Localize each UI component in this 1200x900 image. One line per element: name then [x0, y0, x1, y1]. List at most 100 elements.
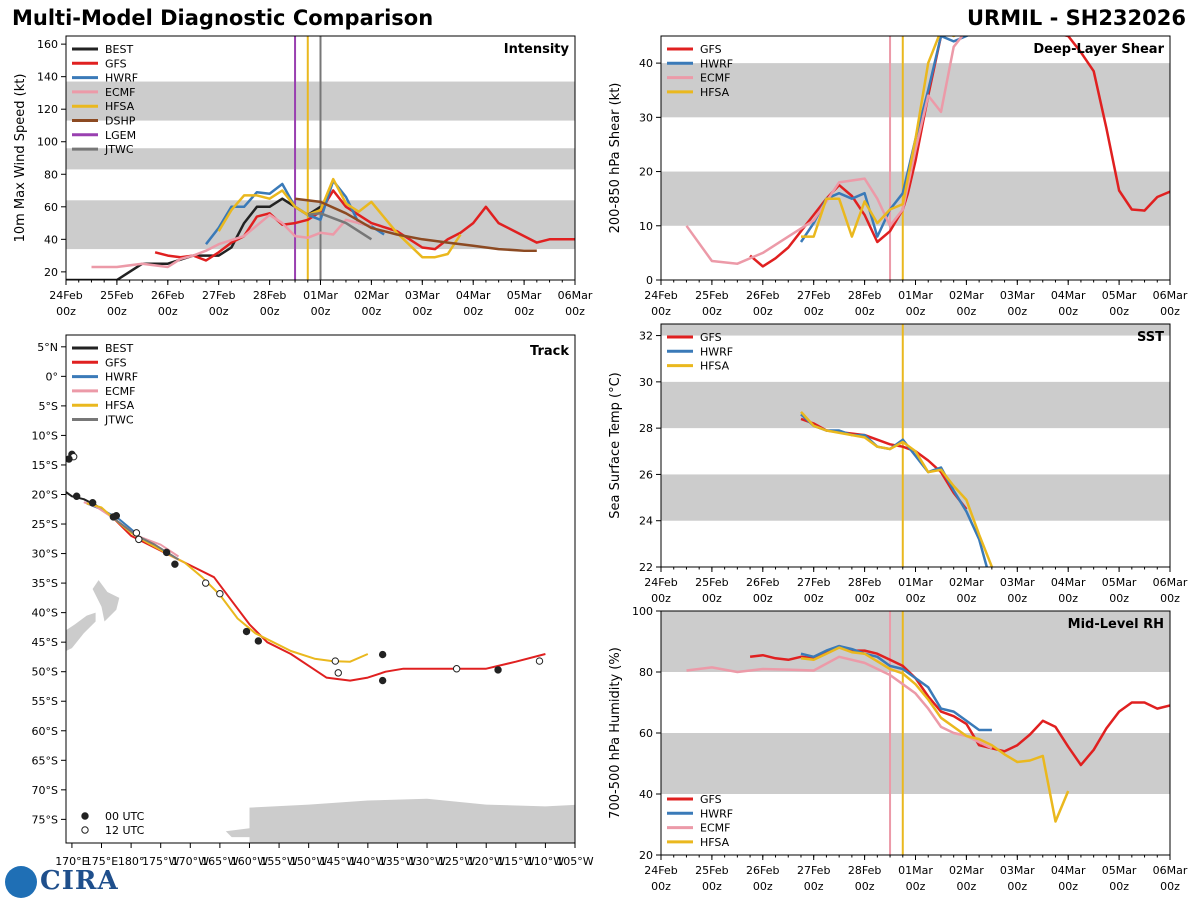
track-series-gfs: [86, 502, 546, 682]
track-plot-area: [66, 335, 575, 843]
intensity-series-dshp: [294, 197, 537, 252]
sst-xtick-label: 27Feb: [797, 576, 830, 589]
rh-xtick-label: 26Feb: [746, 864, 779, 877]
track-ytick-label: 25°S: [32, 518, 58, 531]
track-land-2: [249, 798, 575, 843]
track-xtick-label: 110°W: [527, 855, 564, 868]
rh-xtick-label: 05Mar: [1102, 864, 1137, 877]
track-point-gfs: [132, 529, 141, 537]
intensity-ytick-label: 120: [37, 103, 58, 116]
intensity-xtick-label2: 00z: [56, 305, 76, 318]
track-land-3: [225, 828, 280, 838]
intensity-ytick-label: 160: [37, 38, 58, 51]
intensity-legend-best: BEST: [105, 43, 133, 56]
intensity-panel: 24Feb 00z 25Feb 00z 26Feb 00z 27Feb 00z 28Feb 00z…: [13, 35, 593, 318]
track-ytick-label: 5°N: [37, 341, 58, 354]
intensity-legend-hfsa: HFSA: [105, 100, 135, 113]
rh-lines: [686, 611, 1170, 855]
intensity-xtick-label2: 00z: [514, 305, 534, 318]
rh-xtick-label2: 00z: [957, 880, 977, 893]
track-xtick-label: 160°W: [231, 855, 268, 868]
intensity-legend-hwrf: HWRF: [105, 72, 138, 85]
shear-ytick-label: 40: [639, 57, 653, 70]
sst-band-1: [661, 381, 1170, 429]
rh-series-hwrf: [800, 644, 992, 732]
intensity-ytick-label: 60: [44, 201, 58, 214]
shear-legend-hfsa: HFSA: [700, 86, 730, 99]
track-xtick-label: 175°E: [85, 855, 118, 868]
sst-legend-hfsa: HFSA: [700, 360, 730, 373]
sst-legend-hwrf: HWRF: [700, 345, 733, 358]
track-point-gfs: [254, 637, 263, 645]
intensity-xtick-label2: 00z: [107, 305, 127, 318]
shear-xtick-label: 01Mar: [898, 289, 933, 302]
shear-band-1: [661, 63, 1170, 118]
rh-legend-hwrf: HWRF: [700, 807, 733, 820]
rh-ylabel: 700-500 hPa Humidity (%): [608, 647, 623, 819]
rh-xtick-label2: 00z: [702, 880, 722, 893]
sst-xtick-label2: 00z: [702, 592, 722, 605]
track-xtick-label: 180°: [118, 855, 145, 868]
sst-ytick-label: 30: [639, 376, 653, 389]
sst-xtick-label: 01Mar: [898, 576, 933, 589]
intensity-xtick-label: 01Mar: [303, 289, 338, 302]
shear-xtick-label2: 00z: [651, 305, 671, 318]
intensity-title: Intensity: [504, 42, 570, 57]
track-land-0: [66, 612, 96, 651]
shear-xtick-label2: 00z: [957, 305, 977, 318]
rh-xtick-label: 04Mar: [1051, 864, 1086, 877]
intensity-ytick-label: 140: [37, 71, 58, 84]
track-ytick-label: 30°S: [32, 548, 58, 561]
track-point-best: [112, 512, 121, 520]
rh-xtick-label2: 00z: [906, 880, 926, 893]
sst-legend-gfs: GFS: [700, 331, 722, 344]
sst-plot-area: [661, 324, 1170, 567]
rh-xtick-label: 02Mar: [949, 864, 984, 877]
rh-xtick-label2: 00z: [855, 880, 875, 893]
rh-xtick-label: 01Mar: [898, 864, 933, 877]
track-xtick-label: 125°W: [438, 855, 475, 868]
track-legend-best: BEST: [105, 342, 133, 355]
rh-xtick-label2: 00z: [1058, 880, 1078, 893]
track-point-hfsa: [331, 657, 339, 665]
rh-legend-ecmf: ECMF: [700, 822, 730, 835]
track-panel: 5°N 0° 5°S 10°S 15°S 20°S 25°S 30°S 35°S 40°S 45°S…: [32, 334, 594, 868]
track-legend-hfsa: HFSA: [105, 399, 135, 412]
track-legend-ecmf: ECMF: [105, 385, 135, 398]
sst-xtick-label: 25Feb: [695, 576, 728, 589]
track-legend-gfs: GFS: [105, 356, 127, 369]
rh-ytick-label: 20: [639, 849, 653, 862]
rh-panel: 24Feb 00z 25Feb 00z 26Feb 00z 27Feb 00z 28Feb 00z…: [608, 605, 1188, 893]
track-ytick-label: 35°S: [32, 577, 58, 590]
sst-xtick-label2: 00z: [1109, 592, 1129, 605]
storm-id-title: URMIL - SH232026: [966, 6, 1186, 30]
intensity-xtick-label2: 00z: [565, 305, 585, 318]
track-legend-jtwc: JTWC: [104, 414, 134, 427]
intensity-ytick-label: 100: [37, 136, 58, 149]
shear-xtick-label: 05Mar: [1102, 289, 1137, 302]
intensity-ytick-label: 80: [44, 168, 58, 181]
track-title: Track: [530, 344, 569, 359]
shear-ytick-label: 20: [639, 166, 653, 179]
track-legend-hwrf: HWRF: [105, 371, 138, 384]
track-xtick-label: 175°W: [142, 855, 179, 868]
track-ytick-label: 60°S: [32, 725, 58, 738]
intensity-xtick-label: 04Mar: [456, 289, 491, 302]
track-point-gfs: [171, 560, 179, 568]
sst-panel: 24Feb 00z 25Feb 00z 26Feb 00z 27Feb 00z 28Feb 00z…: [608, 323, 1188, 605]
intensity-xtick-label2: 00z: [412, 305, 432, 318]
track-ytick-label: 45°S: [32, 636, 58, 649]
intensity-legend-dshp: DSHP: [105, 115, 136, 128]
track-ytick-label: 0°: [46, 370, 59, 383]
track-xtick-label: 170°E: [55, 855, 88, 868]
rh-xtick-label: 03Mar: [1000, 864, 1035, 877]
intensity-legend-ecmf: ECMF: [105, 86, 135, 99]
track-ytick-label: 20°S: [32, 488, 58, 501]
cira-logo: CIRA: [40, 866, 119, 896]
intensity-series-best: [66, 197, 322, 280]
intensity-series-ecmf: [91, 213, 372, 269]
intensity-series-hfsa: [217, 177, 462, 259]
shear-xtick-label: 25Feb: [695, 289, 728, 302]
track-point-gfs: [135, 535, 143, 544]
